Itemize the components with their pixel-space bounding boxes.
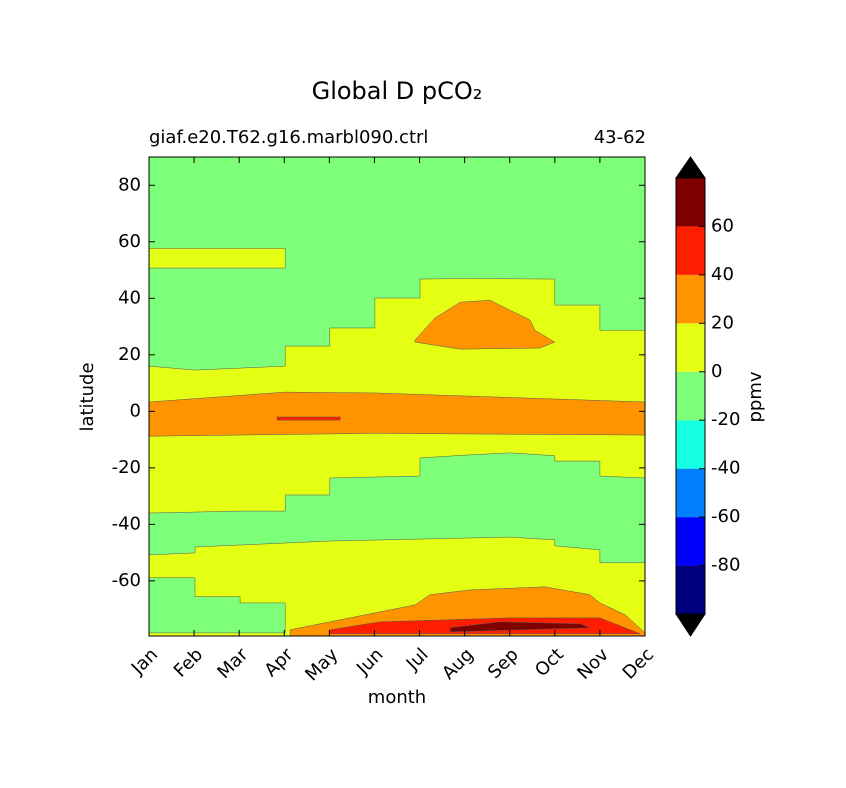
chart-title: Global D pCO₂ — [312, 77, 483, 105]
colorbar-tick-label: 20 — [711, 312, 734, 333]
contour-region — [414, 300, 556, 350]
x-axis-label: month — [368, 687, 426, 708]
colorbar-segment — [676, 565, 705, 614]
y-axis-label: latitude — [77, 362, 98, 431]
y-tick-label: -60 — [112, 570, 141, 591]
colorbar-tick-label: 0 — [711, 361, 722, 382]
colorbar-frame — [675, 177, 706, 615]
colorbar-tick-label: -40 — [711, 458, 740, 479]
colorbar-segment — [676, 226, 705, 275]
colorbar-segment — [676, 371, 705, 421]
contour-region — [148, 452, 646, 564]
y-tick-label: 0 — [130, 400, 141, 421]
subtitle-left: giaf.e20.T62.g16.marbl090.ctrl — [149, 127, 428, 148]
colorbar-tick-label: -60 — [711, 506, 740, 527]
y-tick-label: 60 — [118, 231, 141, 252]
colorbar-tick-label: -80 — [711, 555, 740, 576]
contour-region — [276, 416, 341, 421]
colorbar-segment — [676, 323, 705, 372]
subtitle-right: 43-62 — [594, 127, 646, 148]
y-tick-label: 20 — [118, 344, 141, 365]
plot-frame — [148, 156, 646, 637]
colorbar-segment — [676, 274, 705, 324]
colorbar-tick-label: 40 — [711, 264, 734, 285]
colorbar-label: ppmv — [745, 371, 766, 422]
colorbar-segment — [676, 468, 705, 518]
contour-region — [148, 248, 286, 269]
contour-region — [449, 621, 591, 633]
colorbar-segment — [676, 517, 705, 566]
colorbar-tick-label: 60 — [711, 215, 734, 236]
colorbar-segment — [676, 178, 705, 227]
y-tick-label: 80 — [118, 174, 141, 195]
y-tick-label: -20 — [112, 457, 141, 478]
colorbar-tick-label: -20 — [711, 409, 740, 430]
y-tick-label: 40 — [118, 287, 141, 308]
y-tick-label: -40 — [112, 513, 141, 534]
colorbar-segment — [676, 420, 705, 469]
